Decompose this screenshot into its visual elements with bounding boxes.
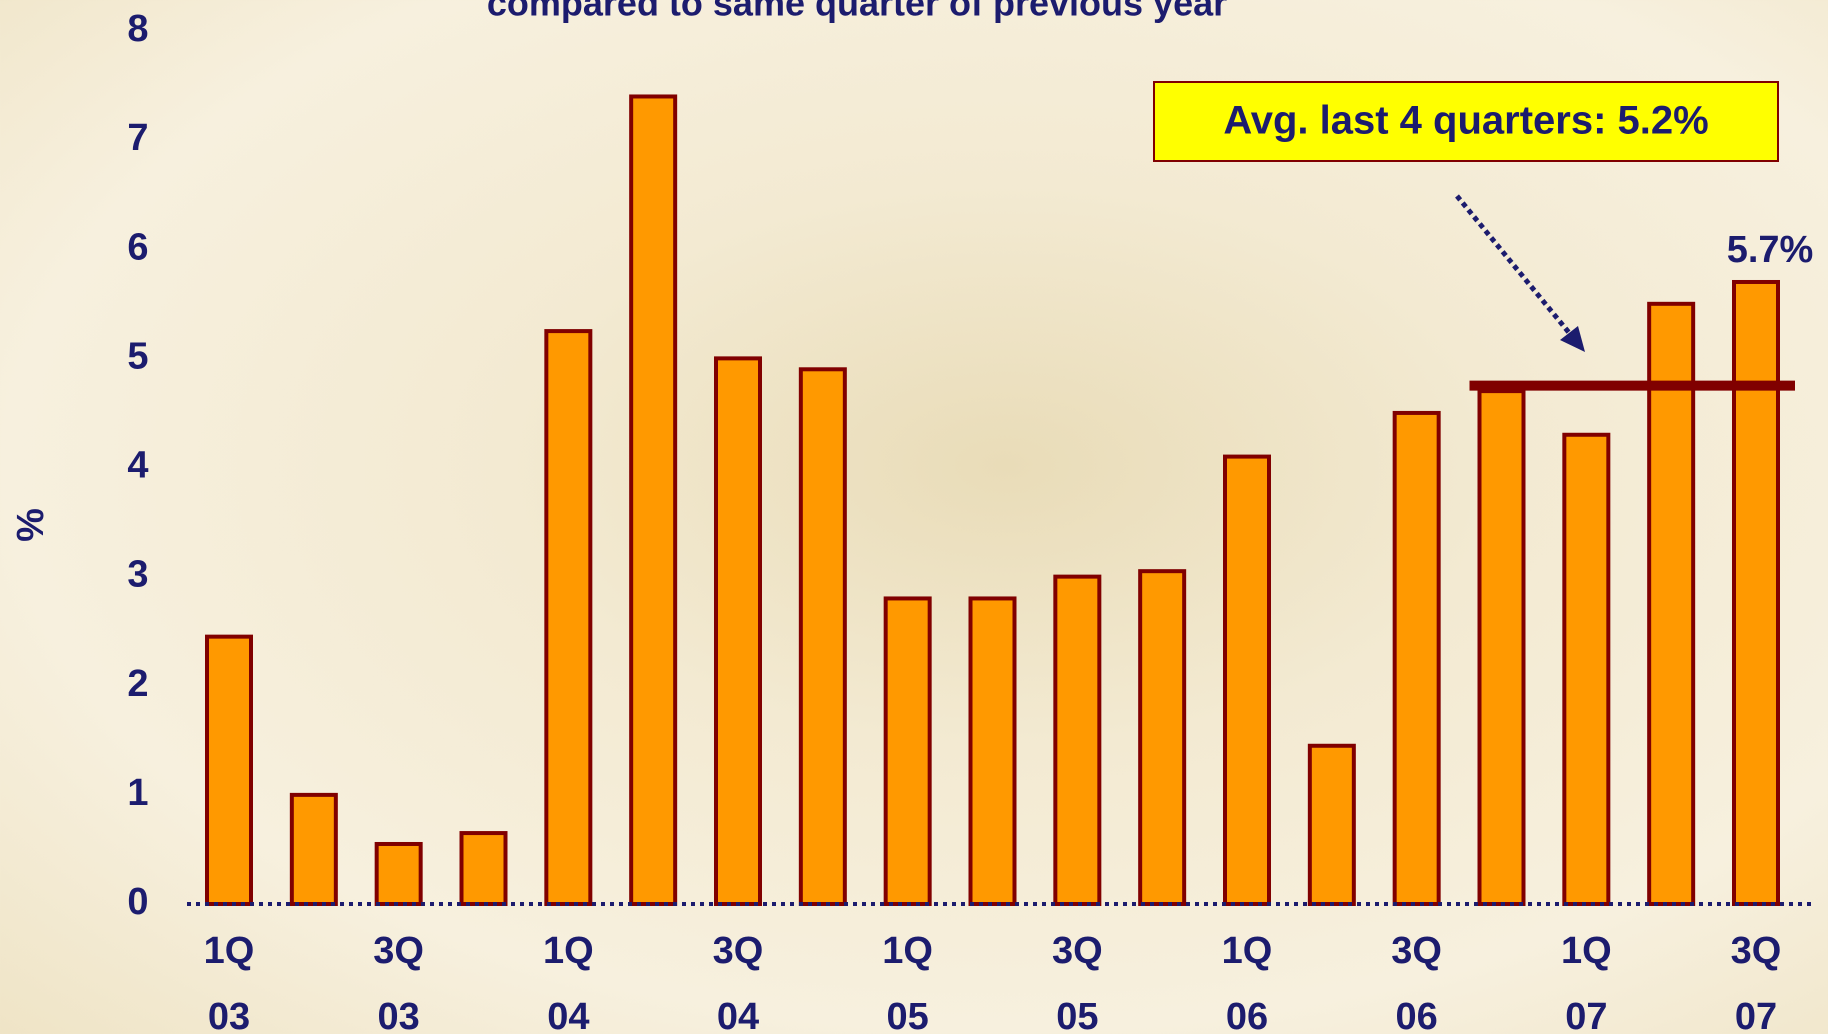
- bar: [1223, 454, 1271, 906]
- bar: [883, 596, 932, 906]
- annotation: Avg. last 4 quarters: 5.2%: [1223, 99, 1708, 143]
- bar: [1138, 569, 1187, 906]
- y-tick-label: 4: [127, 445, 148, 487]
- bar: [1732, 279, 1780, 906]
- bar: [459, 831, 508, 906]
- x-tick-label: 3Q 05: [1051, 930, 1103, 1034]
- y-tick-label: 0: [127, 881, 148, 923]
- arrow-head: [1560, 326, 1585, 352]
- bar: [968, 596, 1017, 906]
- x-tick-label: 3Q 07: [1730, 930, 1782, 1034]
- y-axis-label: %: [10, 508, 52, 542]
- bar: [289, 792, 338, 906]
- bar: [798, 367, 847, 907]
- bar: [1647, 301, 1696, 906]
- x-tick-label: 3Q 03: [373, 930, 424, 1034]
- bar: [374, 841, 423, 907]
- y-tick-label: 8: [127, 8, 148, 50]
- value-label: 5.7%: [1727, 229, 1814, 271]
- y-tick-label: 6: [127, 226, 148, 268]
- y-tick-label: 2: [127, 663, 148, 705]
- x-tick-label: 3Q 06: [1391, 930, 1442, 1034]
- bar: [1053, 574, 1102, 906]
- y-tick-label: 7: [127, 117, 148, 159]
- x-tick-label: 1Q 06: [1221, 930, 1273, 1034]
- x-tick-label: 1Q 04: [542, 930, 594, 1034]
- bar: [1392, 410, 1441, 906]
- bar: [1307, 743, 1356, 906]
- x-tick-label: 3Q 04: [712, 930, 764, 1034]
- bar: [1562, 432, 1611, 906]
- annotation-box: [1153, 81, 1779, 162]
- y-tick-label: 5: [127, 335, 148, 377]
- bar: [544, 329, 593, 906]
- x-tick-label: 1Q 03: [203, 930, 255, 1034]
- y-tick-label: 1: [127, 772, 148, 814]
- bar: [714, 356, 762, 906]
- x-tick-label: 1Q 05: [882, 930, 933, 1034]
- arrow: [1455, 194, 1577, 342]
- bar: [1477, 389, 1526, 906]
- x-tick-label: 1Q 07: [1560, 930, 1612, 1034]
- bar: [629, 94, 678, 907]
- y-tick-label: 3: [127, 554, 148, 596]
- bar: [205, 634, 253, 906]
- chart-title: compared to same quarter of previous yea…: [487, 0, 1227, 24]
